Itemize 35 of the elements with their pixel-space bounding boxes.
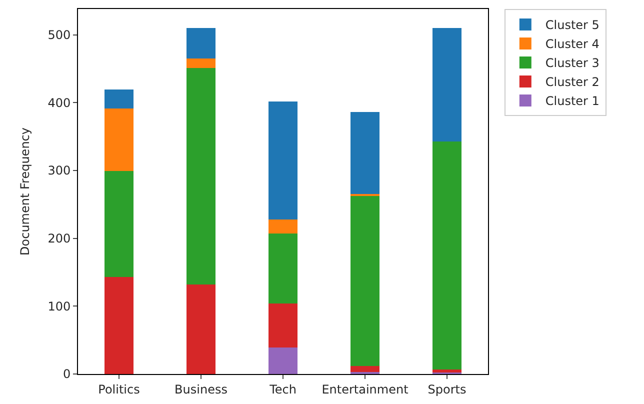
bar <box>186 28 216 59</box>
y-tick-label: 100 <box>48 299 71 314</box>
y-axis-title: Document Frequency <box>18 128 32 256</box>
bar <box>104 276 134 374</box>
bar <box>104 108 134 172</box>
y-tick-label: 200 <box>48 232 71 246</box>
y-tick-label: 300 <box>48 164 71 178</box>
y-tick-label: 0 <box>62 367 71 382</box>
bar <box>268 219 298 234</box>
bar <box>350 196 380 366</box>
bar <box>268 303 298 348</box>
legend-label: Cluster 4 <box>545 37 600 52</box>
x-tick-label: Entertainment <box>322 382 409 396</box>
x-tick-label: Politics <box>98 382 140 396</box>
legend-label: Cluster 3 <box>545 56 600 70</box>
y-tick-label: 400 <box>48 96 71 110</box>
bar <box>104 90 134 109</box>
bar <box>186 68 216 284</box>
legend-label: Cluster 2 <box>545 75 600 90</box>
bar <box>186 58 216 68</box>
bar <box>186 284 216 374</box>
x-tick-label: Business <box>174 382 228 396</box>
bar <box>432 28 462 142</box>
legend-label: Cluster 1 <box>545 94 600 108</box>
bar <box>268 348 298 374</box>
bar <box>432 141 462 370</box>
y-tick-label: 500 <box>48 28 71 42</box>
legend-label: Cluster 5 <box>545 18 600 32</box>
bar <box>350 366 380 372</box>
x-tick-label: Tech <box>268 382 296 396</box>
bar <box>350 112 380 194</box>
bar <box>268 234 298 304</box>
bar <box>268 101 298 220</box>
bar <box>104 171 134 277</box>
x-tick-label: Sports <box>428 382 466 396</box>
